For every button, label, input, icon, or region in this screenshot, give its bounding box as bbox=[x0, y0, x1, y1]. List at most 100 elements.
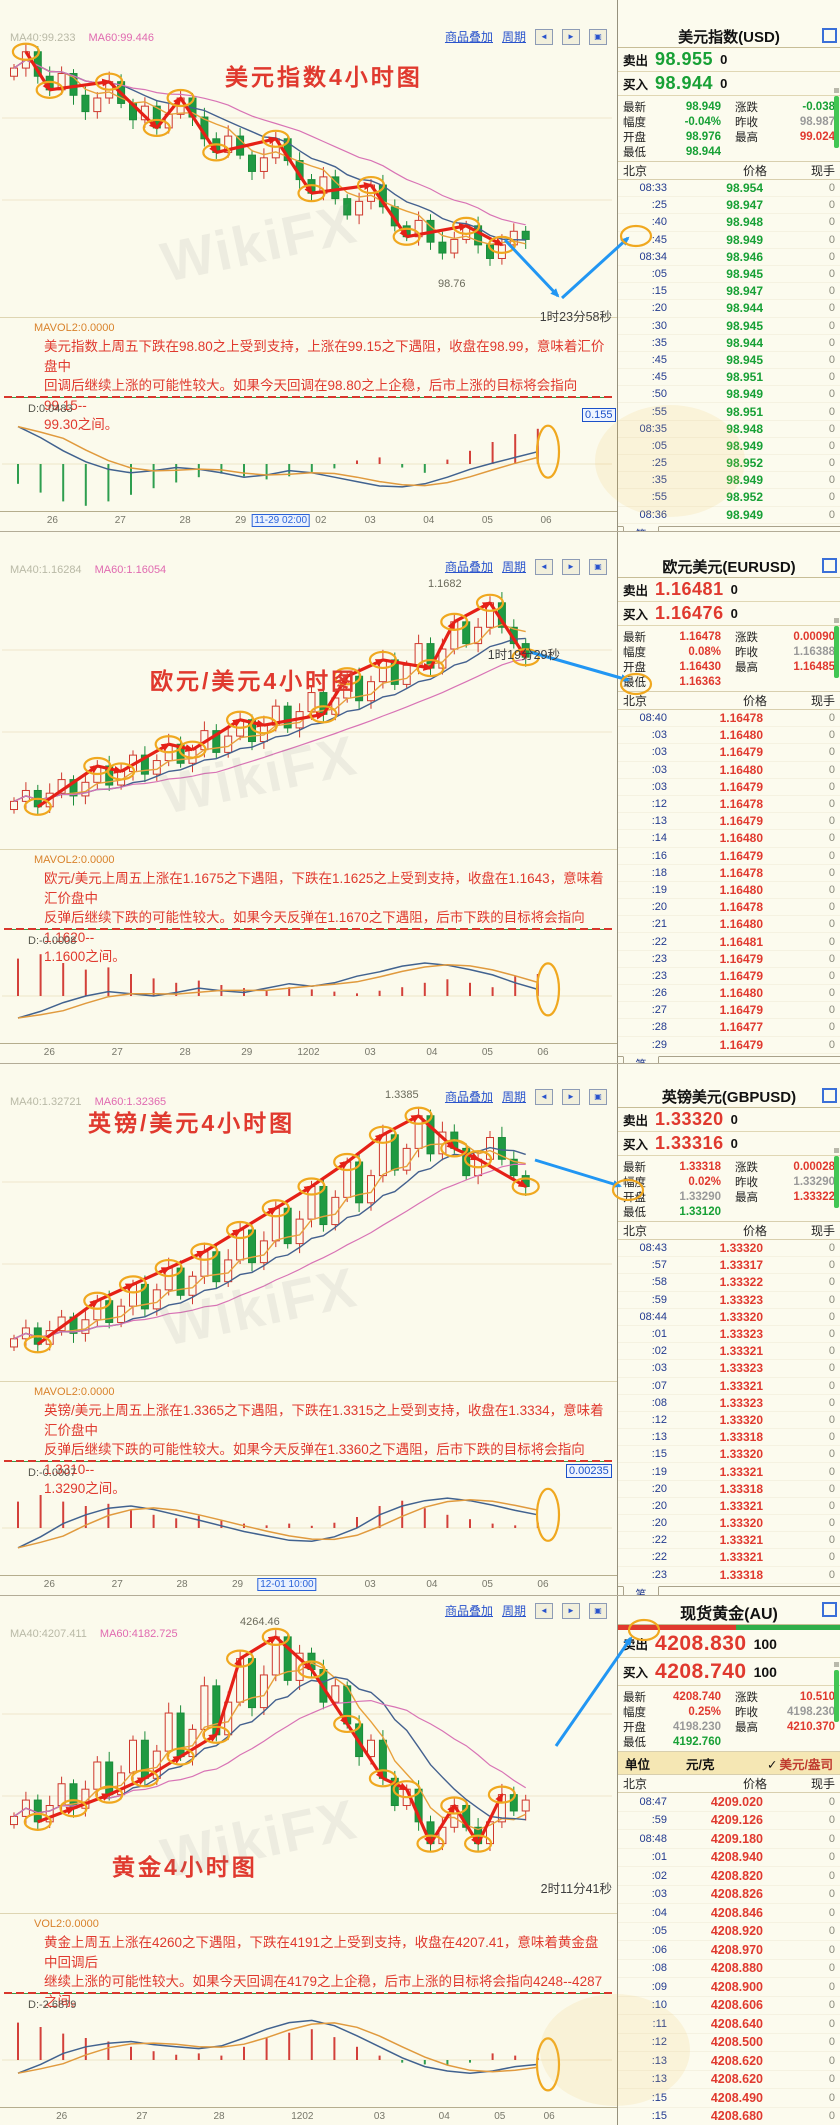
split-window-icon[interactable]: ▣ bbox=[589, 558, 607, 575]
next-arrow-icon[interactable]: ► bbox=[562, 1088, 580, 1105]
chart-area[interactable]: 商品叠加 周期 ◄ ► ▣ MA40:99.233 MA60:99.446 美元… bbox=[0, 0, 618, 531]
period-link[interactable]: 周期 bbox=[501, 1090, 526, 1104]
instrument-panel: 商品叠加 周期 ◄ ► ▣ MA40:1.32721 MA60:1.32365 … bbox=[0, 1063, 840, 1595]
scrollbar-thumb[interactable] bbox=[834, 626, 839, 678]
tick-volume: 0 bbox=[828, 1482, 835, 1495]
tick-volume: 0 bbox=[828, 388, 835, 401]
stat-label: 最新 bbox=[623, 1691, 646, 1704]
scrollbar-thumb[interactable] bbox=[834, 1156, 839, 1208]
tab-ticks[interactable]: 笔 bbox=[623, 1585, 659, 1595]
prev-arrow-icon[interactable]: ◄ bbox=[535, 28, 553, 45]
chart-area[interactable]: 商品叠加 周期 ◄ ► ▣ MA40:1.32721 MA60:1.32365 … bbox=[0, 1064, 618, 1595]
scrollbar-thumb[interactable] bbox=[834, 1670, 839, 1722]
tick-list[interactable]: 08:40 1.16478 0:03 1.16480 0:03 1.16479 0:03 1.… bbox=[618, 710, 840, 1054]
tick-price: 98.945 bbox=[726, 318, 763, 333]
tick-time: :04 bbox=[651, 1906, 667, 1919]
buy-price: 1.33316 bbox=[655, 1133, 724, 1153]
tick-time: :03 bbox=[651, 763, 667, 776]
tick-time: :12 bbox=[651, 2036, 667, 2049]
ma60-label: MA60:4182.725 bbox=[99, 1628, 178, 1640]
next-arrow-icon[interactable]: ► bbox=[562, 1602, 580, 1619]
sell-price: 1.33320 bbox=[655, 1109, 724, 1129]
prev-arrow-icon[interactable]: ◄ bbox=[535, 1088, 553, 1105]
tick-list[interactable]: 08:33 98.954 0:25 98.947 0:40 98.948 0:45 98.94… bbox=[618, 180, 840, 524]
next-arrow-icon[interactable]: ► bbox=[562, 28, 580, 45]
dashed-divider bbox=[4, 928, 612, 931]
scroll-up-icon[interactable] bbox=[834, 618, 839, 623]
tick-volume: 0 bbox=[828, 987, 835, 1000]
tick-volume: 0 bbox=[828, 952, 835, 965]
tick-volume: 0 bbox=[828, 1999, 835, 2012]
tick-time: :15 bbox=[651, 285, 667, 298]
split-window-icon[interactable]: ▣ bbox=[589, 28, 607, 45]
chart-area[interactable]: 商品叠加 周期 ◄ ► ▣ MA40:4207.411 MA60:4182.72… bbox=[0, 1596, 618, 2125]
sell-label: 卖出 bbox=[623, 584, 649, 598]
overlay-link[interactable]: 商品叠加 bbox=[444, 1090, 493, 1104]
chart-area[interactable]: 商品叠加 周期 ◄ ► ▣ MA40:1.16284 MA60:1.16054 … bbox=[0, 532, 618, 1063]
tick-row: :45 98.951 0 bbox=[618, 369, 840, 387]
period-link[interactable]: 周期 bbox=[501, 1604, 526, 1618]
stat-value: 0.25% bbox=[688, 1705, 721, 1718]
scrollbar-thumb[interactable] bbox=[834, 96, 839, 148]
split-window-icon[interactable]: ▣ bbox=[589, 1602, 607, 1619]
analysis-commentary: 美元指数上周五下跌在98.80之上受到支持，上涨在99.15之下遇阻，收盘在98… bbox=[44, 337, 606, 435]
tick-price: 1.16478 bbox=[719, 797, 763, 812]
tick-list[interactable]: 08:47 4209.020 0:59 4209.126 0 08:48 4209.180 0… bbox=[618, 1793, 840, 2125]
tick-time: :26 bbox=[651, 987, 667, 1000]
tick-time: :13 bbox=[651, 1431, 667, 1444]
maximize-icon[interactable] bbox=[822, 1088, 837, 1103]
next-arrow-icon[interactable]: ► bbox=[562, 558, 580, 575]
tick-list[interactable]: 08:43 1.33320 0:57 1.33317 0:58 1.33322 0:59 1.… bbox=[618, 1240, 840, 1584]
stat-value: 98.976 bbox=[685, 130, 721, 143]
tick-time: :15 bbox=[651, 2110, 667, 2123]
tick-volume: 0 bbox=[828, 712, 835, 725]
tick-price: 98.945 bbox=[726, 352, 763, 367]
tick-price: 1.16479 bbox=[719, 814, 763, 829]
stat-label: 开盘 bbox=[623, 661, 646, 674]
tick-time: :29 bbox=[651, 1038, 667, 1051]
unit-option-gram[interactable]: 元/克 bbox=[686, 1757, 715, 1772]
tick-time: :19 bbox=[651, 883, 667, 896]
overlay-link[interactable]: 商品叠加 bbox=[444, 30, 493, 44]
tick-time: :03 bbox=[651, 746, 667, 759]
scroll-up-icon[interactable] bbox=[834, 1148, 839, 1153]
ma40-label: MA40:99.233 bbox=[10, 32, 76, 44]
prev-arrow-icon[interactable]: ◄ bbox=[535, 558, 553, 575]
split-window-icon[interactable]: ▣ bbox=[589, 1088, 607, 1105]
axis-tick: 04 bbox=[423, 515, 435, 526]
tick-time: :59 bbox=[651, 1814, 667, 1827]
tab-ticks[interactable]: 笔 bbox=[623, 525, 659, 531]
instrument-name: 现货黄金(AU) bbox=[680, 1606, 778, 1623]
stat-row: 幅度 0.25% 昨收 4198.230 bbox=[623, 1704, 835, 1719]
maximize-icon[interactable] bbox=[822, 1602, 837, 1617]
unit-option-ounce[interactable]: ✓ 美元/盎司 bbox=[767, 1757, 833, 1772]
tick-row: :03 1.16479 0 bbox=[618, 744, 840, 762]
tick-volume: 0 bbox=[828, 1379, 835, 1392]
candle-countdown: 1时19分29秒 bbox=[487, 648, 560, 662]
tick-time: :01 bbox=[651, 1328, 667, 1341]
scroll-up-icon[interactable] bbox=[834, 1662, 839, 1667]
overlay-link[interactable]: 商品叠加 bbox=[444, 1604, 493, 1618]
tab-ticks[interactable]: 笔 bbox=[623, 1055, 659, 1063]
buy-price: 4208.740 bbox=[655, 1659, 747, 1683]
overlay-link[interactable]: 商品叠加 bbox=[444, 560, 493, 574]
stat-row: 最新 1.16478 涨跌 0.00090 bbox=[623, 629, 835, 644]
quote-title-row: 欧元美元(EURUSD) bbox=[618, 556, 840, 578]
maximize-icon[interactable] bbox=[822, 558, 837, 573]
tick-time: :03 bbox=[651, 780, 667, 793]
tick-price: 98.951 bbox=[726, 404, 763, 419]
scroll-up-icon[interactable] bbox=[834, 88, 839, 93]
tick-row: :26 1.16480 0 bbox=[618, 985, 840, 1003]
tick-volume: 0 bbox=[828, 268, 835, 281]
commentary-line: 99.30之间。 bbox=[44, 417, 119, 432]
price-tag: 1.3385 bbox=[385, 1089, 419, 1101]
period-link[interactable]: 周期 bbox=[501, 560, 526, 574]
axis-tick: 27 bbox=[111, 1047, 123, 1058]
prev-arrow-icon[interactable]: ◄ bbox=[535, 1602, 553, 1619]
tick-row: 08:34 98.946 0 bbox=[618, 249, 840, 266]
quote-board: 英镑美元(GBPUSD) 卖出 1.33320 0 买入 1.33316 0 最… bbox=[618, 1064, 840, 1595]
tick-volume: 0 bbox=[828, 1293, 835, 1306]
tick-time: :09 bbox=[651, 1980, 667, 1993]
maximize-icon[interactable] bbox=[822, 28, 837, 43]
period-link[interactable]: 周期 bbox=[501, 30, 526, 44]
